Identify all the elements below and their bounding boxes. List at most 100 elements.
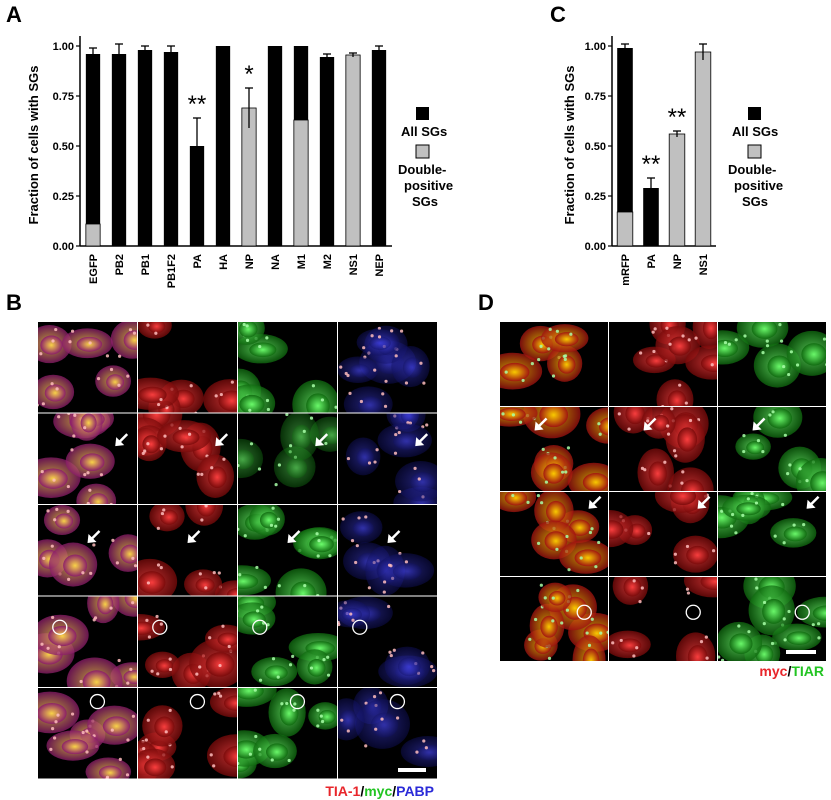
- circle-indicator: [685, 604, 701, 620]
- bar-all-sgs: [189, 146, 205, 246]
- micrograph-tile: [718, 577, 826, 661]
- bar-double-positive: [85, 223, 101, 247]
- micrograph-tile: [138, 505, 237, 596]
- x-tick-label: PB1: [140, 254, 152, 275]
- micrograph-tile: [338, 322, 437, 413]
- bar-all-sgs: [137, 50, 153, 246]
- legend-a-double-line1: Double-: [398, 162, 446, 177]
- micrograph-tile: [238, 322, 337, 413]
- micrograph-tile: [500, 407, 608, 491]
- micrograph-tile: [238, 413, 337, 504]
- bar-all-sgs: [163, 52, 179, 246]
- y-tick-label: 0.75: [53, 91, 74, 103]
- chart-a-ylabel: Fraction of cells with SGs: [26, 66, 41, 225]
- significance-annotation: **: [642, 151, 661, 178]
- bar-double-positive: [293, 119, 309, 247]
- panel-b-scale-bar: [398, 768, 426, 772]
- micrograph-tile: [718, 322, 826, 406]
- micrograph-tile: [718, 492, 826, 576]
- caption-segment: /: [392, 783, 396, 799]
- bar-double-positive: [616, 211, 634, 247]
- circle-indicator: [289, 693, 306, 710]
- chart-a-legend: All SGs Double- positive SGs: [398, 107, 453, 209]
- micrograph-tile: [38, 688, 137, 779]
- micrograph-tile: [338, 688, 437, 779]
- x-tick-label: NS1: [348, 254, 360, 275]
- micrograph-tile: [609, 407, 717, 491]
- y-tick-label: 0.25: [585, 191, 606, 203]
- bar-all-sgs: [215, 46, 231, 246]
- circle-indicator: [352, 619, 368, 635]
- x-tick-label: mRFP: [620, 254, 632, 286]
- panel-label-d: D: [478, 290, 494, 315]
- significance-annotation: *: [244, 61, 253, 88]
- legend-c-double-line1: Double-: [728, 162, 776, 177]
- panel-d-scale-bar: [786, 650, 816, 654]
- circle-indicator: [152, 619, 168, 635]
- legend-a-all-label: All SGs: [401, 124, 447, 139]
- caption-segment: PABP: [396, 783, 434, 799]
- micrograph-tile: [38, 596, 137, 687]
- legend-a-double-line2: positive: [404, 178, 453, 193]
- micrograph-tile: [238, 596, 337, 687]
- x-tick-label: NP: [244, 254, 256, 269]
- panel-label-a: A: [6, 2, 22, 27]
- micrograph-tile: [500, 577, 608, 661]
- panel-d-caption: myc/TIAR: [759, 663, 824, 679]
- circle-indicator: [189, 693, 206, 710]
- panel-b-micrographs: [38, 322, 437, 779]
- micrograph-tile: [138, 688, 237, 779]
- panel-label-b: B: [6, 290, 22, 315]
- micrograph-tile: [138, 322, 237, 413]
- circle-indicator: [52, 619, 68, 635]
- panel-label-c: C: [550, 2, 566, 27]
- micrograph-tile: [38, 505, 137, 596]
- x-tick-label: NP: [672, 254, 684, 269]
- chart-a: Fraction of cells with SGs 0.000.250.500…: [26, 36, 453, 288]
- circle-indicator: [89, 693, 106, 710]
- y-tick-label: 0.75: [585, 91, 606, 103]
- x-tick-label: NA: [270, 254, 282, 270]
- chart-c-ylabel: Fraction of cells with SGs: [562, 66, 577, 225]
- legend-c-all-swatch: [748, 107, 761, 120]
- chart-a-plot: 0.00 0.25 0.50 0.75 1.00 EGFP PB2 PB1 PB1F2 PA HA N…: [53, 36, 392, 288]
- caption-segment: myc: [364, 783, 392, 799]
- circle-indicator: [794, 604, 810, 620]
- significance-annotation: **: [668, 104, 687, 131]
- x-tick-label: PB2: [114, 254, 126, 275]
- legend-a-double-swatch: [415, 144, 430, 159]
- bar-double-positive: [241, 107, 257, 247]
- y-tick-label: 1.00: [585, 41, 606, 53]
- y-tick-label: 0.50: [585, 141, 606, 153]
- bar-all-sgs: [85, 54, 101, 246]
- micrograph-tile: [718, 407, 826, 491]
- bar-all-sgs: [111, 54, 127, 246]
- micrograph-tile: [609, 577, 717, 661]
- caption-segment: /: [787, 663, 791, 679]
- bar-double-positive: [694, 51, 712, 247]
- y-tick-label: 0.00: [585, 241, 606, 253]
- legend-a-all-swatch: [416, 107, 429, 120]
- panel-b-image-grid: GFPPANPM1NS1 TIA-1/myc/PABP: [38, 322, 437, 799]
- x-tick-label: PA: [646, 254, 658, 269]
- y-tick-label: 1.00: [53, 41, 74, 53]
- chart-c: Fraction of cells with SGs 0.00 0.25 0.50 0…: [562, 36, 783, 286]
- panel-b-caption: TIA-1/myc/PABP: [325, 783, 434, 799]
- micrograph-tile: [500, 492, 608, 576]
- significance-annotation: **: [188, 91, 207, 118]
- micrograph-tile: [238, 688, 337, 779]
- micrograph-tile: [138, 596, 237, 687]
- x-tick-label: M2: [322, 254, 334, 269]
- bar-double-positive: [668, 133, 686, 247]
- chart-c-legend: All SGs Double- positive SGs: [728, 107, 783, 209]
- x-tick-label: M1: [296, 254, 308, 269]
- caption-segment: TIA-1: [325, 783, 360, 799]
- x-tick-label: EGFP: [88, 254, 100, 284]
- chart-c-plot: 0.00 0.25 0.50 0.75 1.00 mRFP PA NP NS1 ** **: [585, 36, 716, 286]
- panel-d-micrographs: [500, 322, 826, 661]
- bar-double-positive: [345, 54, 361, 247]
- y-tick-label: 0.25: [53, 191, 74, 203]
- micrograph-tile: [609, 322, 717, 406]
